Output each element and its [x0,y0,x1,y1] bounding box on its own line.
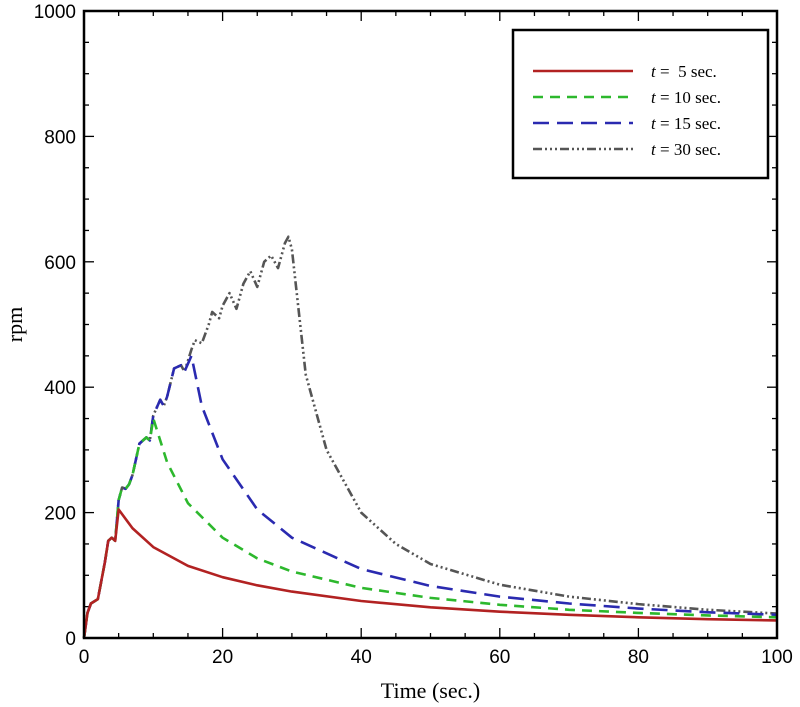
legend: t = 5 sec. t = 10 sec. t = 15 sec. t = 30 s… [511,28,770,180]
x-tick-label: 40 [351,647,372,668]
legend-label-3: t = 15 sec. [651,114,721,133]
y-tick-label: 200 [44,504,76,525]
y-tick-label: 0 [65,629,76,650]
legend-box [511,28,770,180]
x-tick-label: 100 [761,647,793,668]
x-axis-label: Time (sec.) [381,678,480,703]
legend-label-1: t = 5 sec. [651,62,717,81]
legend-label-4: t = 30 sec. [651,140,721,159]
y-tick-label: 400 [44,378,76,399]
legend-label-2: t = 10 sec. [651,88,721,107]
series-line-3 [82,354,778,639]
series-line-4 [82,235,778,639]
y-tick-label: 800 [44,127,76,148]
y-axis-label: rpm [2,307,27,342]
x-tick-label: 20 [212,647,233,668]
y-tick-label: 1000 [34,2,76,23]
x-tick-label: 80 [628,647,649,668]
x-tick-label: 0 [79,647,90,668]
series-line-2 [82,417,778,639]
series-line-1 [82,508,778,639]
x-tick-label: 60 [489,647,510,668]
plot-area-frame [82,9,779,640]
y-tick-label: 600 [44,253,76,274]
